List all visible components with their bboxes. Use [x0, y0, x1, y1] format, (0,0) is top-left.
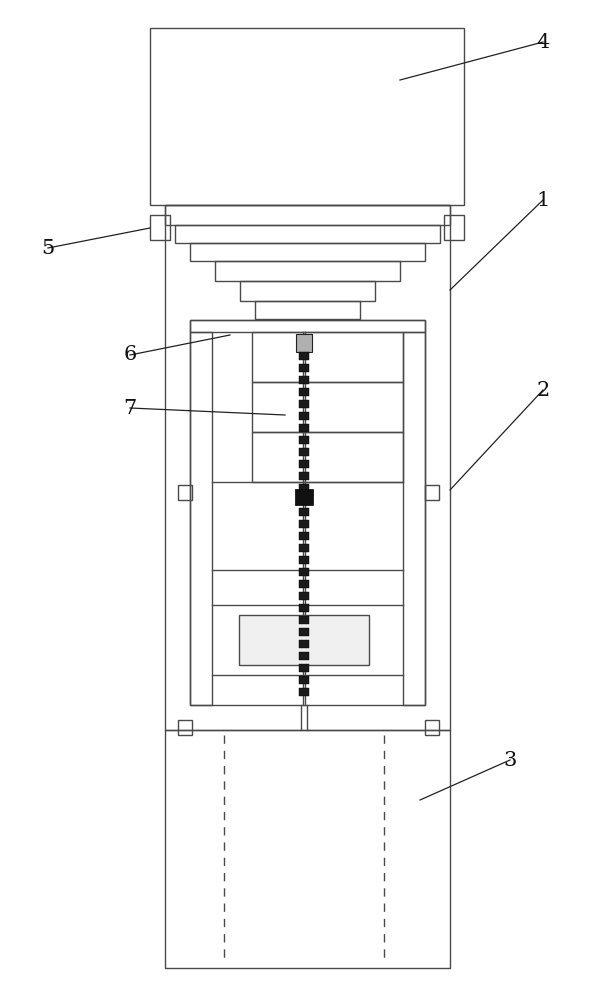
Bar: [165, 205, 450, 730]
Text: 4: 4: [537, 32, 550, 51]
Bar: [299, 628, 309, 636]
Bar: [299, 376, 309, 384]
Bar: [299, 496, 309, 504]
Bar: [425, 720, 439, 735]
Text: 7: 7: [124, 398, 136, 418]
Bar: [190, 320, 425, 705]
Bar: [239, 615, 369, 665]
Bar: [299, 580, 309, 588]
Bar: [296, 334, 312, 352]
Bar: [299, 352, 309, 360]
Bar: [299, 676, 309, 684]
Bar: [295, 489, 313, 505]
Bar: [299, 424, 309, 432]
Bar: [299, 460, 309, 468]
Bar: [299, 436, 309, 444]
Text: 3: 3: [503, 750, 516, 770]
Bar: [190, 332, 212, 705]
Text: 6: 6: [124, 346, 136, 364]
Bar: [299, 592, 309, 600]
Bar: [299, 664, 309, 672]
Bar: [299, 508, 309, 516]
Bar: [215, 261, 400, 281]
Bar: [240, 281, 375, 301]
Bar: [255, 301, 360, 319]
Bar: [299, 688, 309, 696]
Text: 1: 1: [537, 190, 550, 210]
Bar: [150, 215, 170, 240]
Bar: [425, 485, 439, 500]
Bar: [299, 568, 309, 576]
Bar: [190, 243, 425, 261]
Bar: [178, 720, 192, 735]
Bar: [299, 448, 309, 456]
Text: 5: 5: [41, 238, 55, 257]
Bar: [175, 225, 440, 243]
Bar: [165, 205, 450, 225]
Bar: [299, 388, 309, 396]
Bar: [299, 532, 309, 540]
Bar: [252, 432, 403, 482]
Bar: [299, 364, 309, 372]
Bar: [252, 332, 403, 382]
Bar: [299, 640, 309, 648]
Bar: [299, 484, 309, 492]
Bar: [403, 332, 425, 705]
Bar: [299, 556, 309, 564]
Text: 2: 2: [537, 380, 550, 399]
Bar: [299, 412, 309, 420]
Bar: [299, 652, 309, 660]
Bar: [165, 730, 450, 968]
Bar: [252, 382, 403, 432]
Bar: [299, 520, 309, 528]
Bar: [178, 485, 192, 500]
Bar: [299, 400, 309, 408]
Bar: [150, 28, 464, 205]
Bar: [299, 544, 309, 552]
Bar: [190, 320, 425, 332]
Bar: [299, 616, 309, 624]
Bar: [299, 604, 309, 612]
Bar: [444, 215, 464, 240]
Bar: [299, 472, 309, 480]
